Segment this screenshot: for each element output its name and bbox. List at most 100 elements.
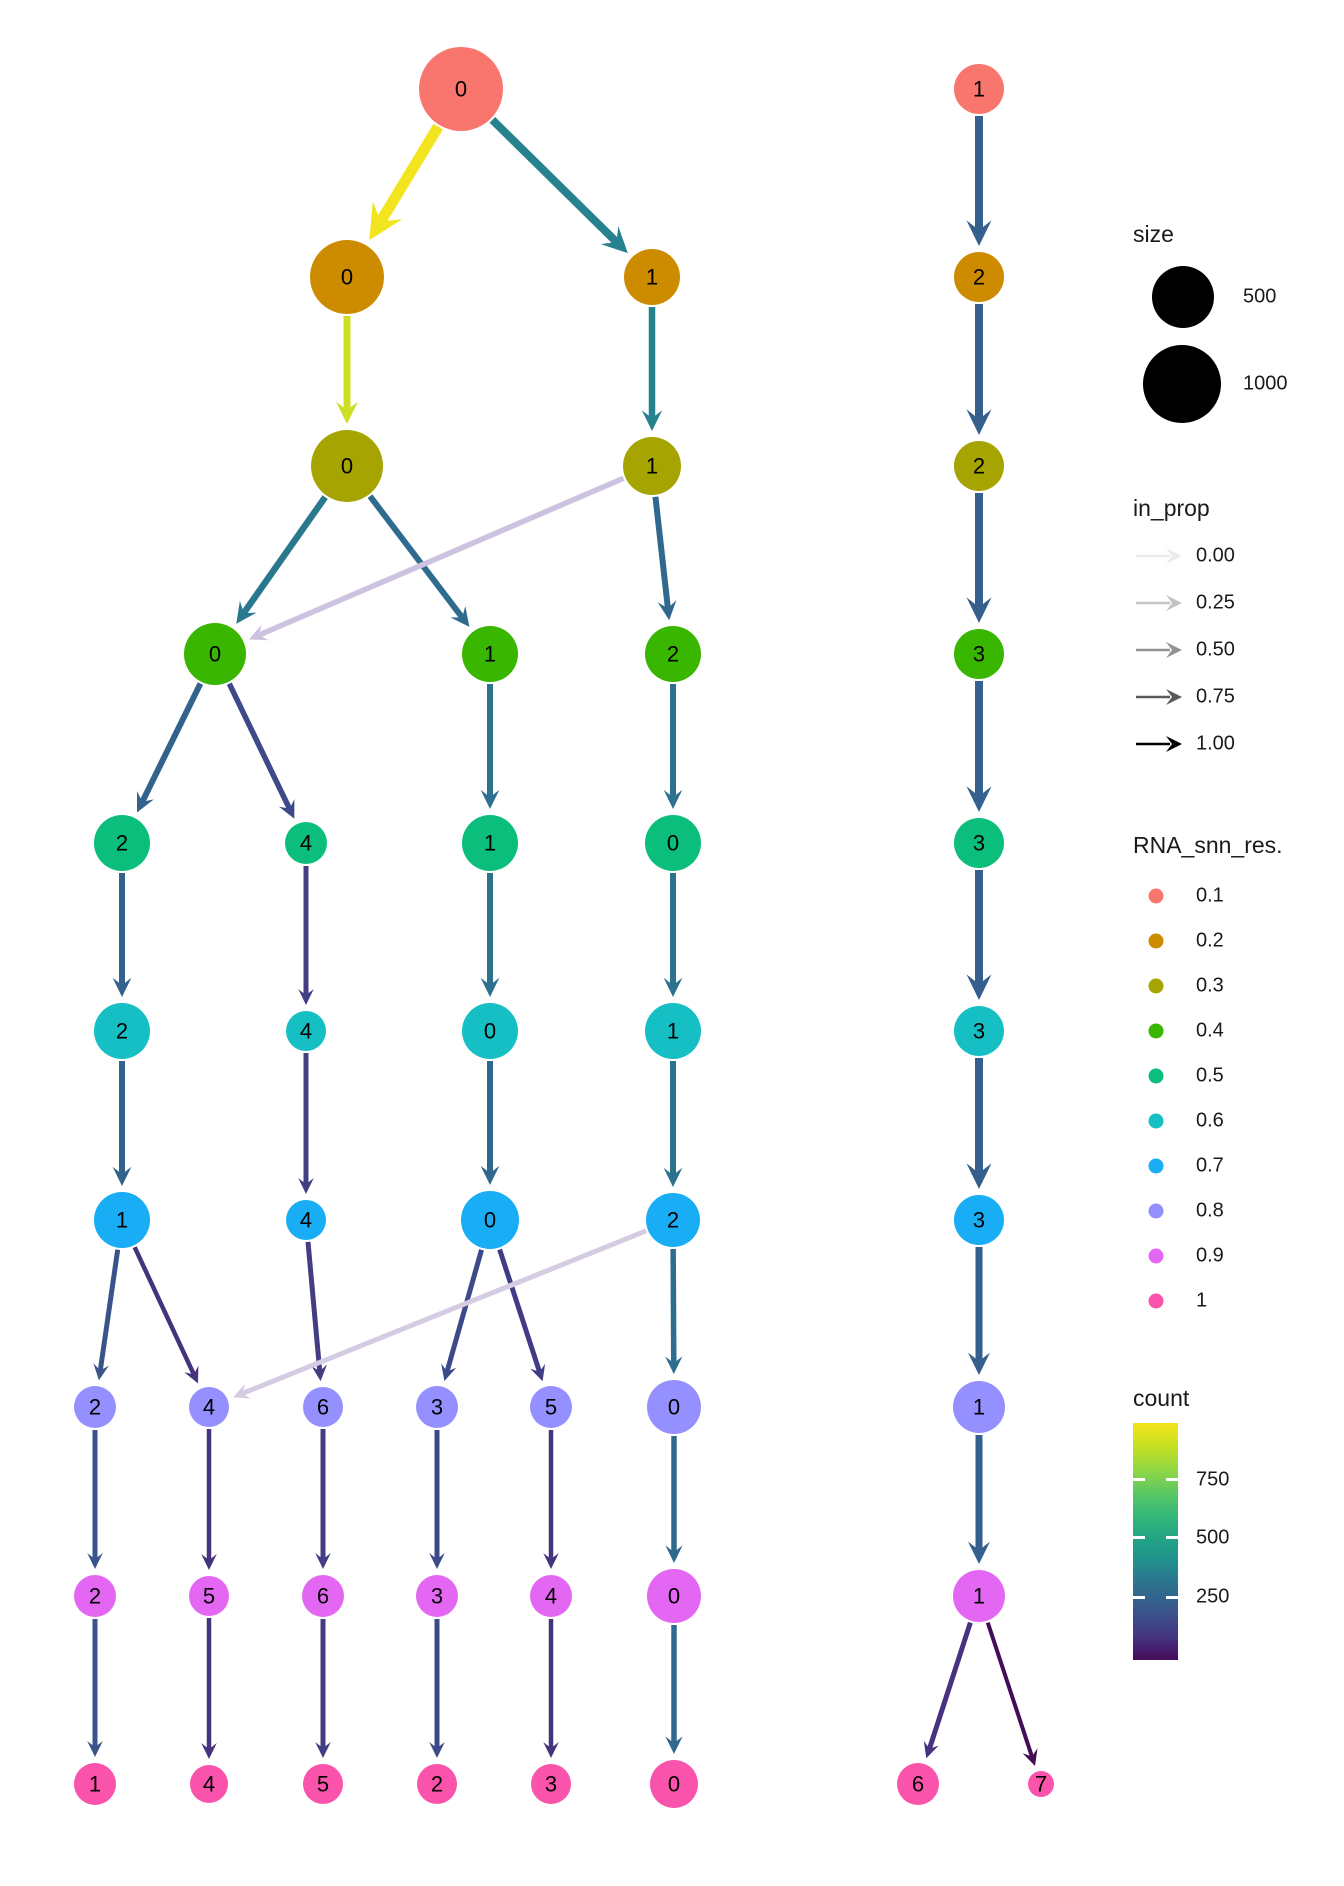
- edge-0.8-3-to-0.9-3: [429, 1430, 445, 1569]
- edge-0.9-3-to-1-2: [429, 1619, 445, 1758]
- edge-0.4-1-to-0.5-1: [480, 684, 500, 809]
- cluster-node-res0.6-0: 0: [462, 1003, 518, 1059]
- cluster-node-res0.4-3: 3: [954, 629, 1004, 679]
- res-legend-label: 0.9: [1196, 1244, 1224, 1267]
- edge-0.3-1-to-0.4-2: [652, 496, 677, 621]
- arrowhead-icon: [966, 1163, 992, 1189]
- arrowhead-icon: [369, 201, 403, 241]
- res-legend-label: 0.5: [1196, 1064, 1224, 1087]
- cluster-node-res0.8-0: 0: [647, 1380, 701, 1434]
- cluster-node-label: 2: [431, 1772, 443, 1797]
- res-legend-label: 0.6: [1196, 1109, 1224, 1132]
- inprop-arrow-icon-0.75: [1136, 689, 1182, 705]
- edge-0.8-2-to-0.9-2: [87, 1430, 103, 1569]
- arrowhead-icon: [184, 1365, 199, 1384]
- edge-0.1-0-to-0.2-0: [369, 123, 443, 241]
- cluster-node-res0.6-4: 4: [286, 1011, 326, 1051]
- cluster-node-label: 2: [973, 454, 985, 479]
- edge-0.9-0-to-1-0: [665, 1625, 683, 1754]
- cluster-node-label: 3: [431, 1395, 443, 1420]
- cluster-node-label: 0: [455, 77, 467, 102]
- cluster-node-res0.5-2: 2: [94, 815, 150, 871]
- count-legend-label: 750: [1196, 1468, 1230, 1491]
- edge-0.8-0-to-0.9-0: [665, 1436, 683, 1563]
- res-legend-dot-0.8: [1148, 1203, 1164, 1219]
- edge-0.7-1-to-0.8-4: [132, 1246, 199, 1384]
- inprop-legend-label: 0.50: [1196, 638, 1235, 661]
- arrowhead-icon: [315, 1742, 331, 1758]
- edge-0.7-0-to-0.8-5: [497, 1248, 546, 1382]
- res-legend-dot-0.6: [1148, 1113, 1164, 1129]
- cluster-node-label: 2: [116, 1019, 128, 1044]
- res-legend-title: RNA_snn_res.: [1133, 832, 1283, 858]
- cluster-node-res0.6-1: 1: [645, 1003, 701, 1059]
- edge-0.8-1-to-0.9-1: [968, 1435, 990, 1564]
- edge-0.7-1-to-0.8-2: [93, 1249, 121, 1381]
- edge-0.7-0-to-0.8-3: [441, 1249, 484, 1381]
- cluster-node-label: 4: [203, 1395, 215, 1420]
- cluster-node-label: 0: [668, 1395, 680, 1420]
- res-legend-label: 0.4: [1196, 1019, 1224, 1042]
- arrowhead-icon: [336, 401, 358, 424]
- cluster-node-res0.7-3: 3: [954, 1195, 1004, 1245]
- cluster-node-res0.8-4: 4: [189, 1387, 229, 1427]
- res-legend-label: 0.1: [1196, 884, 1224, 907]
- arrowhead-icon: [201, 1554, 217, 1570]
- cluster-node-label: 2: [973, 265, 985, 290]
- res-legend-label: 0.3: [1196, 974, 1224, 997]
- arrowhead-icon: [665, 1545, 683, 1563]
- cluster-node-label: 2: [89, 1584, 101, 1609]
- cluster-node-res1-0: 0: [650, 1760, 698, 1808]
- edge-0.9-2-to-1-1: [87, 1619, 103, 1757]
- inprop-arrow-icon-0.50: [1136, 642, 1182, 658]
- edge-0.9-1-to-1-6: [923, 1621, 973, 1759]
- arrowhead-icon: [665, 1736, 683, 1754]
- arrowhead-icon: [480, 1165, 500, 1185]
- cluster-node-label: 0: [341, 454, 353, 479]
- edge-0.5-0-to-0.6-1: [663, 873, 683, 997]
- arrowhead-icon: [657, 600, 677, 621]
- edge-0.4-0-to-0.5-2: [137, 682, 204, 813]
- cluster-node-label: 3: [973, 1208, 985, 1233]
- edge-0.2-1-to-0.3-1: [641, 307, 663, 431]
- cluster-node-res0.8-5: 5: [530, 1386, 572, 1428]
- cluster-node-res0.5-1: 1: [462, 815, 518, 871]
- cluster-node-label: 1: [484, 642, 496, 667]
- count-colorbar-tick: [1133, 1478, 1145, 1482]
- arrowhead-icon: [663, 1167, 683, 1187]
- cluster-node-res1-5: 5: [303, 1764, 343, 1804]
- cluster-node-res0.2-1: 1: [624, 249, 680, 305]
- res-legend-label: 1: [1196, 1289, 1208, 1312]
- arrowhead-icon: [665, 1356, 683, 1374]
- edge-0.3-0-to-0.4-1: [367, 494, 470, 627]
- cluster-node-label: 5: [203, 1584, 215, 1609]
- res-legend-dot-0.1: [1148, 888, 1164, 904]
- edge-0.7-2-to-0.8-0: [665, 1248, 683, 1374]
- arrowhead-icon: [236, 600, 257, 624]
- cluster-node-res1-7: 7: [1028, 1771, 1054, 1797]
- cluster-node-res0.8-2: 2: [74, 1386, 116, 1428]
- size-legend-label: 1000: [1243, 372, 1288, 395]
- cluster-node-label: 4: [545, 1584, 557, 1609]
- count-legend-title: count: [1133, 1385, 1190, 1411]
- arrowhead-icon: [968, 1352, 990, 1375]
- arrowhead-icon: [966, 220, 992, 246]
- cluster-node-label: 4: [300, 1208, 312, 1233]
- edge-0.9-1-to-1-7: [985, 1621, 1038, 1766]
- edge-0.6-3-to-0.7-3: [966, 1058, 992, 1189]
- inprop-arrow-icon-1.00: [1136, 736, 1182, 752]
- cluster-node-res0.9-1: 1: [953, 1570, 1005, 1622]
- count-colorbar-tick: [1166, 1595, 1178, 1599]
- arrowhead-icon: [87, 1553, 103, 1569]
- arrowhead-icon: [966, 974, 992, 1000]
- arrowhead-icon: [641, 410, 663, 431]
- edge-0.9-6-to-1-5: [315, 1619, 331, 1758]
- inprop-legend-title: in_prop: [1133, 495, 1210, 521]
- cluster-node-label: 4: [300, 831, 312, 856]
- arrowhead-icon: [966, 597, 992, 623]
- cluster-node-label: 1: [973, 77, 985, 102]
- count-colorbar-tick: [1133, 1595, 1145, 1599]
- cluster-node-res0.6-3: 3: [954, 1006, 1004, 1056]
